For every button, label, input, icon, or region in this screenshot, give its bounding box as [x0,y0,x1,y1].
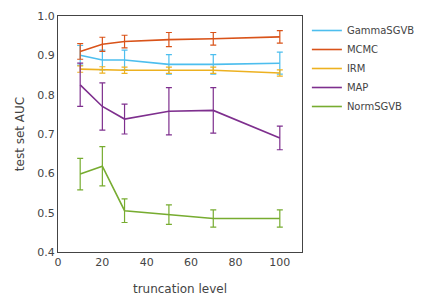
svg-text:GammaSGVB: GammaSGVB [347,25,414,36]
svg-text:60: 60 [184,256,198,269]
svg-text:0.6: 0.6 [37,167,55,180]
svg-text:truncation level: truncation level [133,282,227,296]
svg-text:0.8: 0.8 [37,89,55,102]
svg-text:0.4: 0.4 [37,246,55,259]
svg-text:20: 20 [95,256,109,269]
svg-text:80: 80 [228,256,242,269]
svg-text:IRM: IRM [347,63,366,74]
svg-text:1.0: 1.0 [37,10,55,23]
svg-text:MAP: MAP [347,82,369,93]
svg-text:NormSGVB: NormSGVB [347,101,402,112]
svg-text:0: 0 [55,256,62,269]
svg-text:0.9: 0.9 [37,49,55,62]
svg-text:test set AUC: test set AUC [13,97,27,171]
svg-text:0.7: 0.7 [37,128,55,141]
svg-text:40: 40 [140,256,154,269]
svg-text:0.5: 0.5 [37,207,55,220]
svg-text:MCMC: MCMC [347,44,378,55]
svg-text:100: 100 [269,256,290,269]
